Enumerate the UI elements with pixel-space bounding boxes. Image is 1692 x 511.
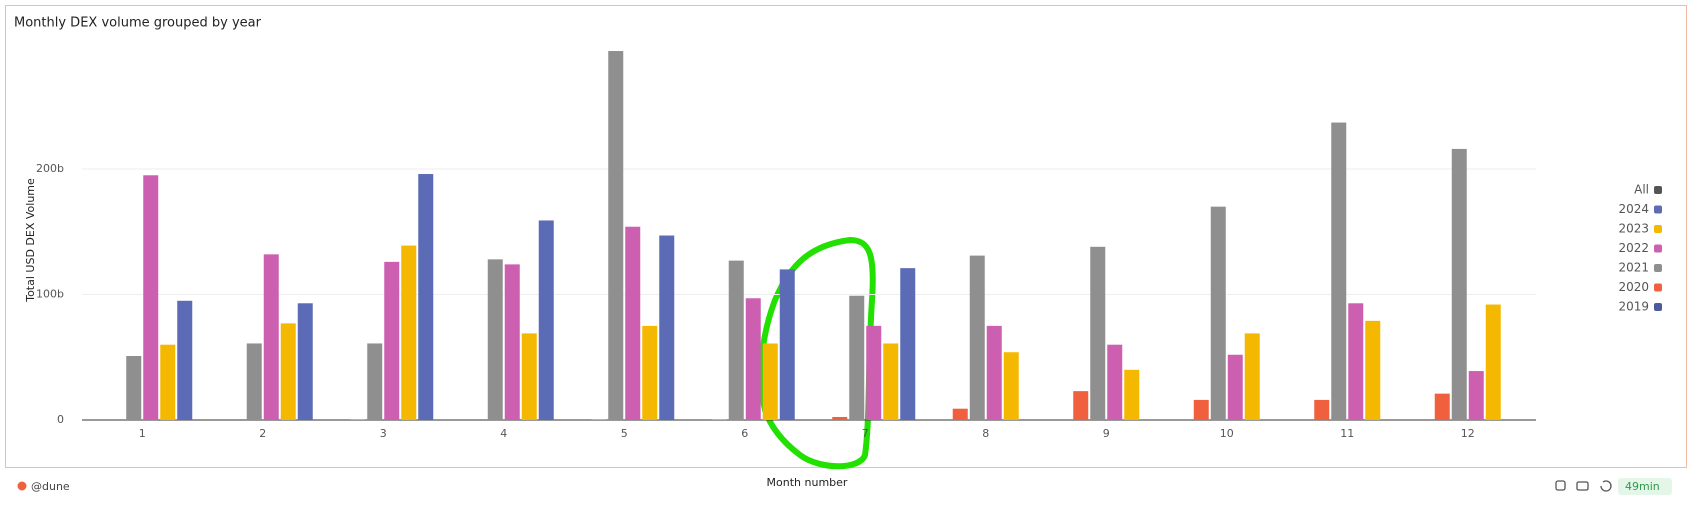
y-tick-label: 100b	[36, 288, 64, 301]
x-tick-label: 5	[621, 427, 628, 440]
legend-swatch	[1654, 225, 1662, 233]
x-tick-label: 8	[982, 427, 989, 440]
legend-label: 2022	[1618, 241, 1649, 255]
bar	[1451, 148, 1467, 421]
bar	[418, 174, 434, 420]
bar	[1107, 344, 1123, 420]
bar	[1210, 206, 1226, 420]
bar	[160, 344, 176, 420]
x-tick-label: 1	[139, 427, 146, 440]
bar	[659, 235, 675, 420]
link-icon[interactable]	[1555, 480, 1566, 491]
x-tick-label: 10	[1220, 427, 1234, 440]
bar	[969, 255, 985, 420]
bar	[711, 419, 727, 420]
legend-label: All	[1634, 183, 1649, 197]
bar	[1331, 122, 1347, 420]
legend-label: 2023	[1618, 222, 1649, 236]
bar	[642, 325, 658, 420]
legend-swatch	[1654, 205, 1662, 214]
x-axis-label: Month number	[767, 476, 848, 489]
bar	[1073, 391, 1089, 420]
bar	[246, 343, 262, 420]
bar	[538, 220, 554, 420]
bar	[177, 300, 193, 420]
bar	[280, 323, 296, 420]
bar	[521, 333, 537, 420]
y-tick-label: 0	[57, 413, 64, 426]
bar	[986, 325, 1002, 420]
x-tick-label: 7	[862, 427, 869, 440]
legend-label: 2020	[1618, 280, 1649, 294]
y-axis-label: Total USD DEX Volume	[24, 178, 37, 303]
brand-icon	[17, 481, 27, 491]
bar	[487, 259, 503, 420]
age: 49min	[1625, 480, 1660, 493]
bar	[1193, 399, 1209, 420]
bar	[728, 260, 744, 420]
legend-swatch	[1654, 283, 1662, 292]
bar	[1348, 303, 1364, 420]
age-badge	[1618, 478, 1672, 495]
bar	[745, 298, 761, 420]
x-tick-label: 6	[741, 427, 748, 440]
bar	[1485, 304, 1501, 420]
bar	[1124, 369, 1140, 420]
x-tick-label: 4	[500, 427, 507, 440]
bar	[1314, 399, 1330, 420]
bar	[1090, 246, 1106, 420]
legend-swatch	[1654, 303, 1662, 311]
bar	[504, 264, 520, 420]
bar	[900, 268, 916, 420]
toolbar	[1555, 480, 1612, 492]
bar	[297, 303, 313, 420]
bar	[832, 416, 848, 420]
bar	[625, 226, 641, 420]
camera-icon[interactable]	[1576, 481, 1589, 491]
bar	[401, 245, 417, 420]
bar	[608, 51, 624, 420]
bar	[126, 355, 142, 420]
bar	[866, 325, 882, 420]
bar	[849, 295, 865, 420]
bar	[762, 343, 778, 420]
bar	[143, 175, 159, 420]
bar	[384, 261, 400, 420]
bar	[591, 419, 607, 420]
bar	[1227, 354, 1243, 420]
legend-swatch	[1654, 264, 1662, 272]
bar	[350, 419, 366, 420]
bar	[1468, 371, 1484, 420]
legend-label: 2019	[1618, 300, 1649, 314]
legend-swatch	[1654, 186, 1662, 194]
bar	[1244, 333, 1260, 420]
annotation-circle	[758, 236, 876, 470]
legend-label: 2024	[1618, 202, 1649, 216]
x-tick-label: 11	[1340, 427, 1354, 440]
x-tick-label: 2	[259, 427, 266, 440]
chart-title: Monthly DEX volume grouped by year	[14, 16, 262, 31]
bar	[367, 343, 383, 420]
x-tick-label: 12	[1461, 427, 1475, 440]
bar	[883, 343, 899, 420]
bar	[1365, 320, 1381, 420]
bar	[779, 269, 795, 420]
x-tick-label: 9	[1103, 427, 1110, 440]
bar	[952, 408, 968, 420]
y-tick-label: 200b	[36, 162, 64, 175]
refresh-icon[interactable]	[1600, 480, 1612, 492]
legend-label: 2021	[1618, 261, 1649, 275]
bar	[1434, 393, 1450, 420]
brand[interactable]: @dune	[31, 480, 70, 493]
bar	[263, 254, 279, 420]
x-tick-label: 3	[380, 427, 387, 440]
legend-swatch	[1654, 244, 1662, 253]
bar	[1003, 352, 1019, 420]
